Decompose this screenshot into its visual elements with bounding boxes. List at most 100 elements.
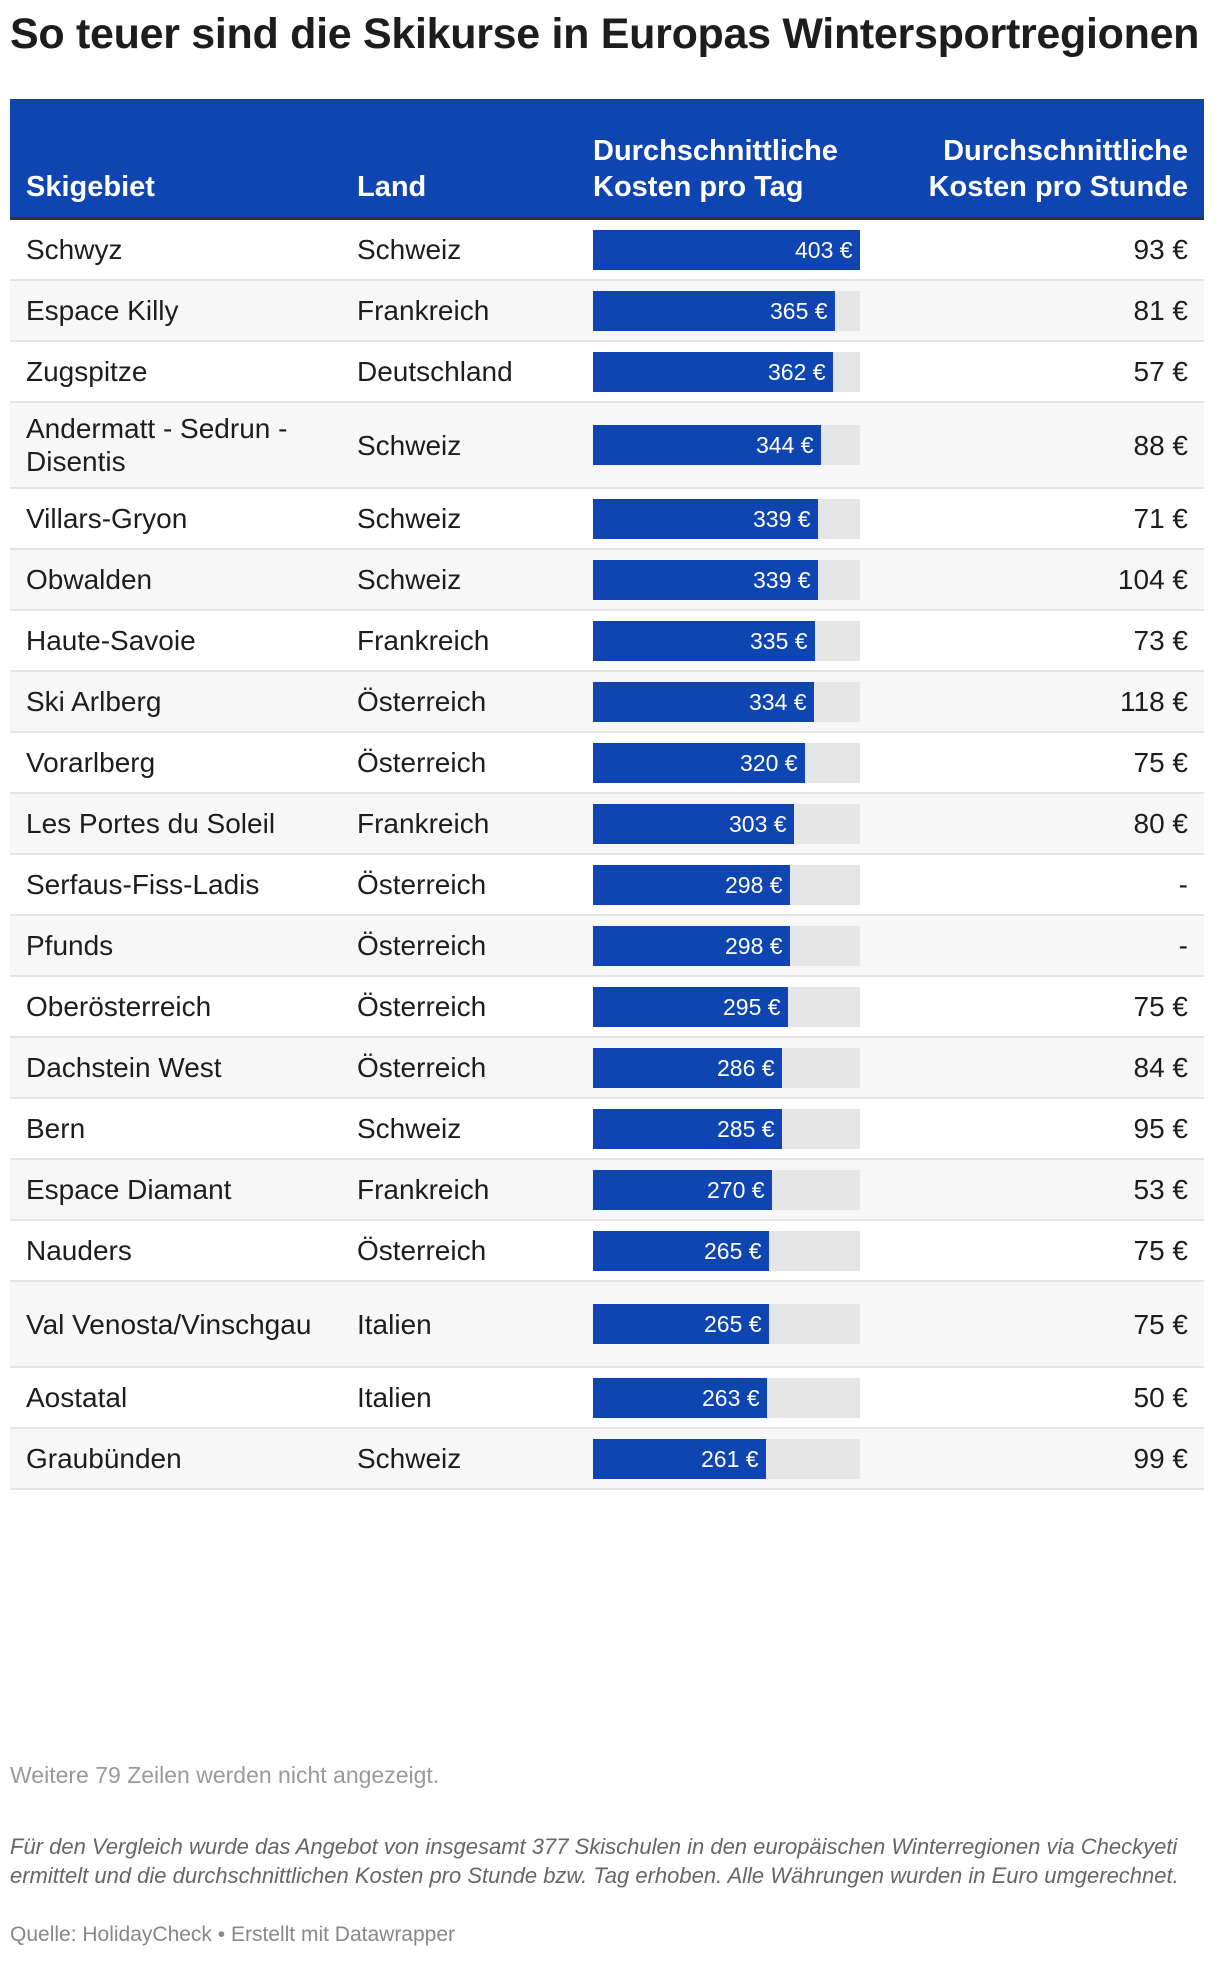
cell-country: Schweiz: [341, 218, 577, 281]
cell-cost-hour: -: [876, 854, 1204, 916]
cell-cost-hour: 81 €: [876, 280, 1204, 342]
bar-track: 320 €: [593, 742, 860, 783]
cell-cost-hour: 118 €: [876, 671, 1204, 733]
table-row: Aostatal Italien 263 € 50 €: [10, 1367, 1204, 1429]
cell-country: Frankreich: [341, 280, 577, 342]
bar-track: 263 €: [593, 1377, 860, 1418]
table-row: Oberösterreich Österreich 295 € 75 €: [10, 976, 1204, 1038]
table-header-row: Skigebiet Land Durchschnittliche Kosten …: [10, 99, 1204, 220]
table-row: Les Portes du Soleil Frankreich 303 € 80 €: [10, 793, 1204, 855]
cell-region: Vorarlberg: [10, 732, 341, 794]
bar-track: 344 €: [593, 425, 860, 465]
cell-cost-day: 265 €: [577, 1281, 876, 1368]
bar-track: 261 €: [593, 1438, 860, 1479]
table-row: Bern Schweiz 285 € 95 €: [10, 1098, 1204, 1160]
cell-region: Pfunds: [10, 915, 341, 977]
bar-fill: [593, 1377, 767, 1418]
table-row: Zugspitze Deutschland 362 € 57 €: [10, 341, 1204, 403]
cell-region: Haute-Savoie: [10, 610, 341, 672]
bar-value-label: 263 €: [702, 1384, 760, 1411]
cell-cost-day: 298 €: [577, 854, 876, 916]
bar-value-label: 339 €: [753, 566, 811, 593]
cell-cost-hour: 75 €: [876, 1220, 1204, 1282]
cell-cost-day: 403 €: [577, 218, 876, 281]
table-row: Espace Diamant Frankreich 270 € 53 €: [10, 1159, 1204, 1221]
table-row: Obwalden Schweiz 339 € 104 €: [10, 549, 1204, 611]
cell-cost-day: 344 €: [577, 402, 876, 489]
cell-cost-hour: 80 €: [876, 793, 1204, 855]
bar-value-label: 362 €: [768, 358, 826, 385]
cell-region: Val Venosta/Vinschgau: [10, 1281, 341, 1368]
table-row: Schwyz Schweiz 403 € 93 €: [10, 218, 1204, 281]
header-cost-day[interactable]: Durchschnittliche Kosten pro Tag: [577, 99, 876, 220]
table-body: Schwyz Schweiz 403 €93 € Espace Killy Frankr…: [10, 218, 1204, 1490]
bar-value-label: 365 €: [770, 297, 828, 324]
cell-cost-day: 339 €: [577, 488, 876, 550]
header-cost-hour[interactable]: Durchschnittliche Kosten pro Stunde: [876, 99, 1204, 220]
cell-cost-day: 295 €: [577, 976, 876, 1038]
cell-country: Schweiz: [341, 488, 577, 550]
cell-region: Espace Diamant: [10, 1159, 341, 1221]
bar-track: 265 €: [593, 1230, 860, 1271]
table-row: Espace Killy Frankreich 365 € 81 €: [10, 280, 1204, 342]
cell-country: Frankreich: [341, 1159, 577, 1221]
bar-value-label: 270 €: [707, 1176, 765, 1203]
bar-value-label: 295 €: [723, 993, 781, 1020]
bar-value-label: 261 €: [701, 1445, 759, 1472]
bar-fill: [593, 1169, 772, 1210]
cell-cost-hour: 75 €: [876, 1281, 1204, 1368]
bar-fill: [593, 1047, 782, 1088]
bar-fill: [593, 1438, 766, 1479]
bar-value-label: 344 €: [756, 432, 814, 458]
cell-cost-hour: 99 €: [876, 1428, 1204, 1490]
bar-track: 270 €: [593, 1169, 860, 1210]
cell-country: Deutschland: [341, 341, 577, 403]
table-row: Graubünden Schweiz 261 € 99 €: [10, 1428, 1204, 1490]
cell-cost-hour: -: [876, 915, 1204, 977]
bar-track: 365 €: [593, 290, 860, 331]
cell-cost-hour: 84 €: [876, 1037, 1204, 1099]
bar-fill: [593, 925, 790, 966]
cell-cost-day: 270 €: [577, 1159, 876, 1221]
bar-value-label: 339 €: [753, 505, 811, 532]
cell-cost-hour: 75 €: [876, 976, 1204, 1038]
bar-fill: [593, 290, 835, 331]
cell-cost-day: 303 €: [577, 793, 876, 855]
cell-region: Bern: [10, 1098, 341, 1160]
table-row: Villars-Gryon Schweiz 339 € 71 €: [10, 488, 1204, 550]
table-row: Serfaus-Fiss-Ladis Österreich 298 € -: [10, 854, 1204, 916]
bar-value-label: 265 €: [704, 1311, 762, 1337]
table-row: Ski Arlberg Österreich 334 € 118 €: [10, 671, 1204, 733]
bar-track: 334 €: [593, 681, 860, 722]
bar-fill: [593, 1108, 782, 1149]
methodology-note: Für den Vergleich wurde das Angebot von …: [10, 1834, 1179, 1888]
bar-track: 298 €: [593, 864, 860, 905]
cell-region: Obwalden: [10, 549, 341, 611]
header-country[interactable]: Land: [341, 99, 577, 220]
cell-cost-hour: 95 €: [876, 1098, 1204, 1160]
cell-country: Italien: [341, 1281, 577, 1368]
cell-cost-day: 285 €: [577, 1098, 876, 1160]
bar-value-label: 298 €: [725, 932, 783, 959]
cell-cost-hour: 50 €: [876, 1367, 1204, 1429]
bar-fill: [593, 351, 833, 392]
cell-country: Österreich: [341, 854, 577, 916]
bar-fill: [593, 1230, 769, 1271]
cell-country: Österreich: [341, 976, 577, 1038]
cell-region: Nauders: [10, 1220, 341, 1282]
cell-region: Ski Arlberg: [10, 671, 341, 733]
cell-country: Schweiz: [341, 1098, 577, 1160]
cell-cost-day: 365 €: [577, 280, 876, 342]
table-row: Vorarlberg Österreich 320 € 75 €: [10, 732, 1204, 794]
header-region[interactable]: Skigebiet: [10, 99, 341, 220]
bar-value-label: 335 €: [750, 627, 808, 654]
bar-track: 265 €: [593, 1304, 860, 1344]
data-table: Skigebiet Land Durchschnittliche Kosten …: [10, 99, 1204, 1490]
chart-title: So teuer sind die Skikurse in Europas Wi…: [10, 10, 1200, 58]
cell-country: Italien: [341, 1367, 577, 1429]
cell-region: Serfaus-Fiss-Ladis: [10, 854, 341, 916]
bar-track: 339 €: [593, 559, 860, 600]
bar-fill: [593, 742, 805, 783]
source-line: Quelle: HolidayCheck • Erstellt mit Data…: [10, 1923, 456, 1946]
